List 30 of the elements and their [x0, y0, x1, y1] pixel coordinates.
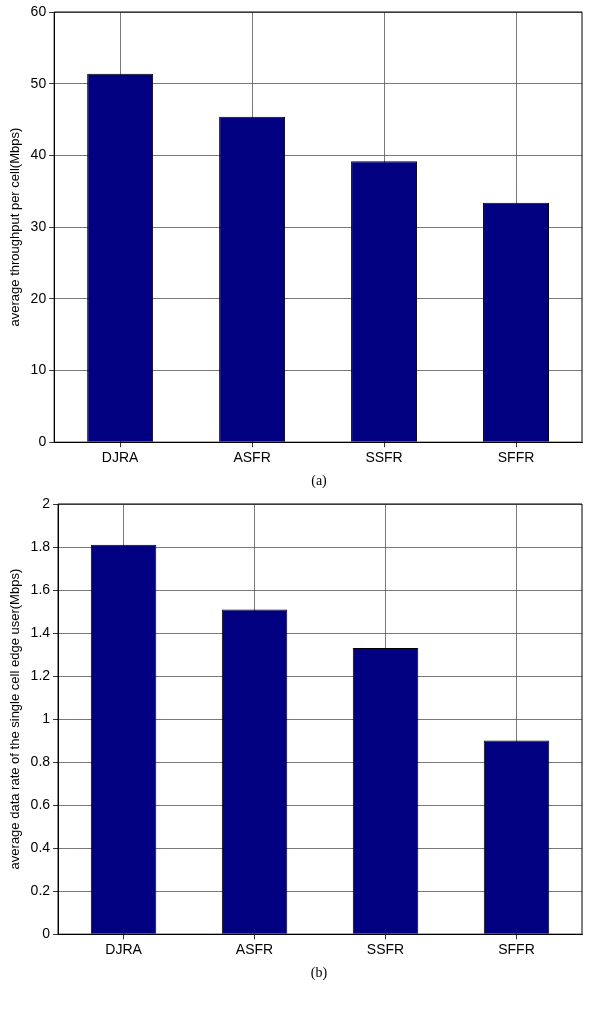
y-tick-label: 40 [30, 146, 47, 163]
y-tick-label: 0 [38, 433, 47, 450]
y-tick-label: 1.8 [30, 537, 51, 554]
x-tick-label: SFFR [498, 941, 535, 958]
y-tick-label: 10 [30, 361, 47, 378]
x-tick-label: ASFR [233, 449, 271, 466]
y-axis-title: average throughput per cell(Mbps) [7, 127, 23, 327]
x-tick-label: DJRA [101, 449, 140, 466]
y-tick-label: 2 [42, 494, 51, 511]
text: (a) [310, 472, 328, 490]
y-tick-label: 0.6 [30, 796, 51, 812]
y-tick-label: 1 [42, 709, 51, 726]
y-tick-label: 0.8 [30, 752, 51, 769]
y-tick-label: 1.4 [30, 623, 51, 640]
text: (b) [309, 964, 329, 982]
y-tick-label: 1.6 [30, 580, 51, 597]
y-tick-label: 60 [30, 2, 47, 19]
y-tick-label: 0.2 [30, 882, 51, 899]
y-tick-label: 50 [30, 74, 47, 91]
x-tick-label: SFFR [497, 449, 535, 466]
y-tick-label: 20 [30, 289, 47, 306]
y-tick-label: 0.4 [30, 839, 51, 856]
x-tick-label: SSFR [365, 449, 403, 466]
y-tick-label: 0 [42, 925, 51, 942]
y-axis-title: average data rate of the single cell edge user(Mbps) [7, 568, 23, 870]
y-tick-label: 1.2 [30, 666, 51, 683]
y-tick-label: 30 [30, 217, 47, 234]
x-tick-label: DJRA [105, 941, 143, 958]
x-tick-label: ASFR [235, 941, 274, 958]
x-tick-label: SSFR [366, 941, 405, 958]
